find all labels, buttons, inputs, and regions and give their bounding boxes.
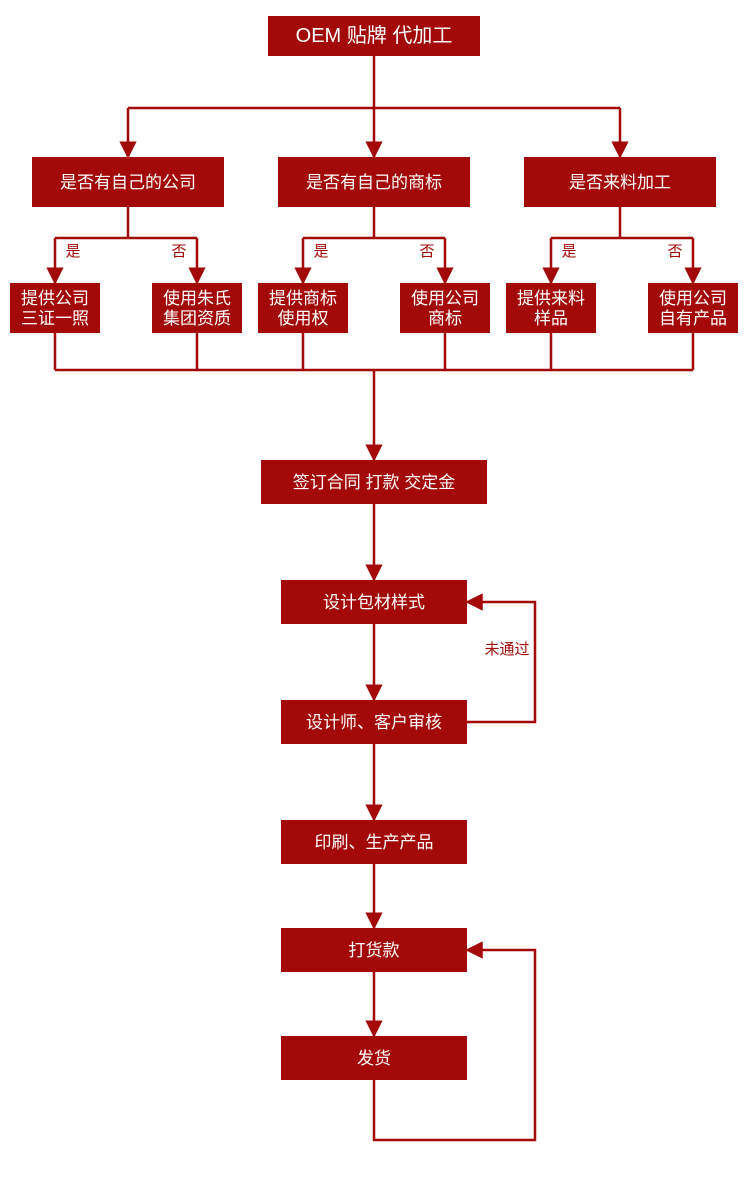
box-a1y-label1: 提供公司 [21,289,89,308]
box-a1y-label2: 三证一照 [21,309,89,328]
label-q1-no: 否 [171,243,186,260]
box-a3y-label1: 提供来料 [517,289,585,308]
box-pay-label: 打货款 [349,941,400,960]
label-q1-yes: 是 [65,243,80,260]
label-reject: 未通过 [484,641,529,658]
box-q2-label: 是否有自己的商标 [306,173,442,192]
box-contract-label: 签订合同 打款 交定金 [293,473,455,492]
label-q3-no: 否 [667,243,682,260]
label-q3-yes: 是 [561,243,576,260]
box-a2n-label1: 使用公司 [411,288,479,308]
box-a3n-label1: 使用公司 [659,288,727,308]
edge-reject-loop [467,602,535,722]
box-a2n-label2: 商标 [428,309,462,328]
box-design-label: 设计包材样式 [323,593,425,612]
box-q1-label: 是否有自己的公司 [60,173,196,192]
box-a1n-label2: 集团资质 [163,309,231,328]
box-a2y-label2: 使用权 [278,308,329,328]
box-root-label: OEM 贴牌 代加工 [296,24,453,47]
box-a3y-label2: 样品 [534,309,568,328]
label-q2-yes: 是 [313,243,328,260]
flowchart: OEM 贴牌 代加工是否有自己的公司 是否有自己的商标 是否来料加工提供公司三证一照… [0,0,748,1200]
box-a2y-label1: 提供商标 [269,289,337,308]
box-ship-label: 发货 [357,1049,391,1068]
box-q3-label: 是否来料加工 [569,173,671,192]
box-review-label: 设计师、客户审核 [306,713,442,732]
box-print-label: 印刷、生产产品 [315,833,434,852]
box-a3n-label2: 自有产品 [659,309,727,328]
label-q2-no: 否 [419,243,434,260]
box-a1n-label1: 使用朱氏 [163,288,231,308]
